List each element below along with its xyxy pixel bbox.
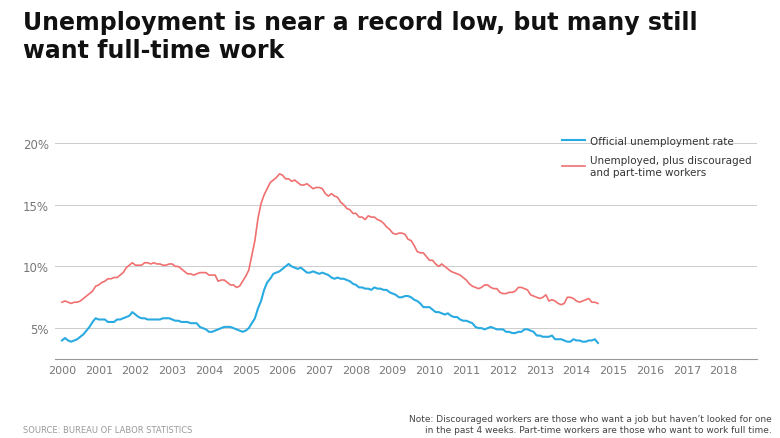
Legend: Official unemployment rate, Unemployed, plus discouraged
and part-time workers: Official unemployment rate, Unemployed, … [562,137,751,177]
Unemployed, plus discouraged
and part-time workers [235,284,244,289]
Official unemployment rate [82,328,91,333]
Text: Unemployment is near a record low, but many still
want full-time work: Unemployment is near a record low, but m… [23,11,698,63]
Official unemployment rate [146,317,155,322]
Unemployed, plus discouraged
and part-time workers [57,300,66,305]
Official unemployment rate [235,328,244,333]
Official unemployment rate [284,262,293,267]
Line: Official unemployment rate: Official unemployment rate [62,265,598,343]
Official unemployment rate [594,340,603,346]
Unemployed, plus discouraged
and part-time workers [562,295,572,300]
Unemployed, plus discouraged
and part-time workers [82,294,91,299]
Unemployed, plus discouraged
and part-time workers [556,302,566,307]
Official unemployment rate [363,286,373,292]
Official unemployment rate [57,338,66,343]
Unemployed, plus discouraged
and part-time workers [363,214,373,219]
Text: SOURCE: BUREAU OF LABOR STATISTICS: SOURCE: BUREAU OF LABOR STATISTICS [23,424,193,434]
Unemployed, plus discouraged
and part-time workers [275,172,284,177]
Unemployed, plus discouraged
and part-time workers [103,276,112,282]
Official unemployment rate [103,320,112,325]
Unemployed, plus discouraged
and part-time workers [146,262,155,267]
Line: Unemployed, plus discouraged
and part-time workers: Unemployed, plus discouraged and part-ti… [62,174,598,305]
Official unemployment rate [559,338,569,343]
Text: Note: Discouraged workers are those who want a job but haven’t looked for one
in: Note: Discouraged workers are those who … [410,414,772,434]
Unemployed, plus discouraged
and part-time workers [594,301,603,307]
